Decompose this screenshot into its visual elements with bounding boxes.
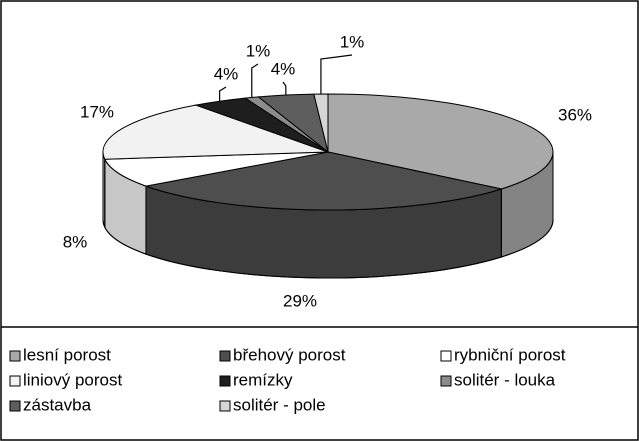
leader-line: [219, 86, 227, 102]
slice: [327, 93, 554, 190]
legend-swatch: [219, 400, 231, 412]
data-label: 36%: [558, 105, 592, 124]
legend-swatch: [9, 350, 21, 362]
data-label: 1%: [246, 41, 271, 60]
data-label: 17%: [80, 102, 114, 121]
data-label: 4%: [271, 59, 296, 78]
pie: [102, 93, 554, 279]
legend-label: liniový porost: [23, 370, 122, 389]
legend-label: břehový porost: [233, 345, 346, 364]
labels: 36%29%8%17%4%1%4%1%: [63, 32, 592, 310]
data-label: 8%: [63, 232, 88, 251]
legend-swatch: [9, 375, 21, 387]
data-label: 1%: [340, 32, 365, 51]
slice: [103, 151, 329, 187]
legend-swatch: [440, 375, 452, 387]
legend-label: remízky: [233, 370, 293, 389]
legend-label: zástavba: [23, 395, 92, 414]
legend-swatch: [440, 350, 452, 362]
data-label: 29%: [283, 291, 317, 310]
legend-swatch: [219, 350, 231, 362]
legend-swatch: [9, 400, 21, 412]
leader-line: [320, 54, 353, 95]
slice: [102, 104, 329, 160]
slice: [144, 151, 504, 211]
leader-line: [282, 81, 287, 96]
legend-label: rybniční porost: [454, 345, 566, 364]
data-label: 4%: [214, 64, 239, 83]
legend-label: lesní porost: [23, 345, 111, 364]
leader-line: [251, 63, 259, 98]
slice-side-shade: [102, 151, 106, 228]
legend-label: solitér - pole: [233, 395, 326, 414]
legend-swatch: [219, 375, 231, 387]
legend: lesní porost břehový porost rybniční poros…: [9, 345, 566, 414]
legend-label: solitér - louka: [454, 370, 556, 389]
